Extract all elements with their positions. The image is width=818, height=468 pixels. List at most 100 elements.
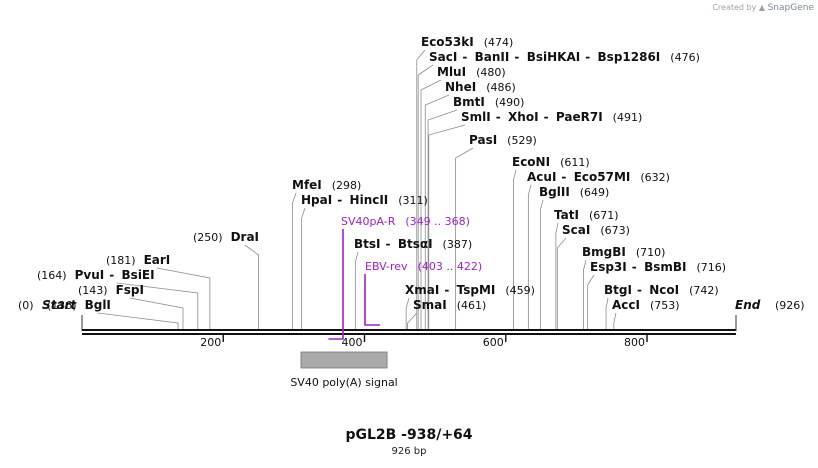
primer-range: (403 .. 422) [418,260,483,273]
primer-name: EBV-rev [365,260,408,273]
site-name-separator: - [632,260,637,274]
site-leader-line [424,94,450,329]
site-leader-line [583,259,587,329]
site-leader-line [417,64,434,329]
map-endpoints: (0) Start End (926) [18,298,805,331]
site-name: TatI [554,208,579,222]
site-name: BsiHKAI [527,50,581,64]
site-name-separator: - [109,268,114,282]
site-position-label: (181) [106,254,136,267]
site-name: XmaI [405,283,439,297]
restriction-site-labels: (181) EarI(164) PvuI - BsiEI(143) FspI(136) Bg… [37,35,726,312]
site-name: PvuI [75,268,105,282]
axis-ticks: 200 400 600 800 [200,335,648,349]
site-name: EarI [144,253,171,267]
snapgene-logo-icon: ▲ [758,3,766,12]
site-name: MfeI [292,178,322,192]
site-position-label: (461) [457,299,487,312]
site-name: Bsp1286I [598,50,661,64]
site-name: SmlI [461,110,491,124]
site-leader-line [427,109,458,329]
site-leader-line [407,312,418,329]
site-leader-line [244,244,259,329]
feature-bar [300,351,388,369]
site-name-separator: - [496,110,501,124]
site-position-label: (673) [600,224,630,237]
site-position-label: (387) [443,238,473,251]
site-name: XhoI [508,110,539,124]
site-name-separator: - [444,283,449,297]
axis-tick-label: 200 [200,336,221,349]
site-leader-line [301,207,306,329]
site-name-separator: - [585,50,590,64]
axis-tick-label: 800 [624,336,645,349]
site-leader-line [587,274,595,329]
site-position-label: (490) [495,96,525,109]
site-leader-line [97,312,179,329]
credit-prefix: Created by [712,3,757,12]
site-name: DraI [231,230,259,244]
axis-tick-label: 400 [342,336,363,349]
site-position-label: (649) [580,186,610,199]
site-name-separator: - [514,50,519,64]
site-position-label: (671) [589,209,619,222]
credit-brand: SnapGene [767,3,814,13]
site-position-label: (716) [696,261,726,274]
site-name: BanII [475,50,510,64]
site-name-separator: - [637,283,642,297]
features: SV40 poly(A) signal [290,351,398,389]
primer-arrow [328,229,344,340]
site-name: BmtI [453,95,485,109]
site-name: AccI [612,298,640,312]
site-leader-line [129,297,184,329]
site-name: FspI [116,283,144,297]
site-leader-line [613,312,617,329]
site-name-separator: - [462,50,467,64]
axis-tick-label: 600 [483,336,504,349]
site-name: Eco57MI [574,170,631,184]
site-position-label: (250) [193,231,223,244]
site-name: BtsαI [398,237,433,251]
primer-name: SV40pA-R [341,215,396,228]
site-position-label: (529) [507,134,537,147]
site-name: SacI [429,50,457,64]
site-name: AcuI [527,170,556,184]
backbone-top-strand [82,329,736,331]
primer-range: (349 .. 368) [405,215,470,228]
site-name: BglII [539,185,570,199]
site-leader-line [420,79,442,329]
site-name: Esp3I [590,260,627,274]
site-name: SmaI [413,298,447,312]
sequence-map: 200 400 600 800 (0) Start End (926) (181) Ea… [18,35,805,389]
site-name: Eco53kI [421,35,474,49]
site-position-label: (298) [332,179,362,192]
site-position-label: (486) [486,81,516,94]
site-position-label: (753) [650,299,680,312]
site-name: BglI [85,298,111,312]
site-name: HincII [350,193,389,207]
site-name: BtgI [604,283,632,297]
site-name-separator: - [337,193,342,207]
start-label: Start [42,298,77,312]
primers: SV40pA-R (349 .. 368) EBV-rev (403 .. 422) [328,215,483,340]
site-position-label: (311) [398,194,428,207]
backbone-bottom-strand [82,333,736,335]
snapgene-credit: Created by ▲ SnapGene [712,3,814,13]
site-name: EcoNI [512,155,550,169]
site-name: NheI [445,80,476,94]
site-name-separator: - [385,237,390,251]
site-position-label: (742) [689,284,719,297]
plasmid-length: 926 bp [391,446,427,457]
site-name: BsiEI [122,268,155,282]
site-leader-line [405,297,410,329]
site-leader-line [416,49,426,329]
site-name: TspMI [457,283,496,297]
end-label: End [735,298,761,312]
site-leader-line [455,147,474,329]
site-position-label: (136) [47,299,77,312]
site-position-label: (459) [505,284,535,297]
site-leader-lines [97,49,617,329]
start-position-label: (0) [18,299,34,312]
site-leader-line [513,169,517,329]
site-position-label: (476) [670,51,700,64]
